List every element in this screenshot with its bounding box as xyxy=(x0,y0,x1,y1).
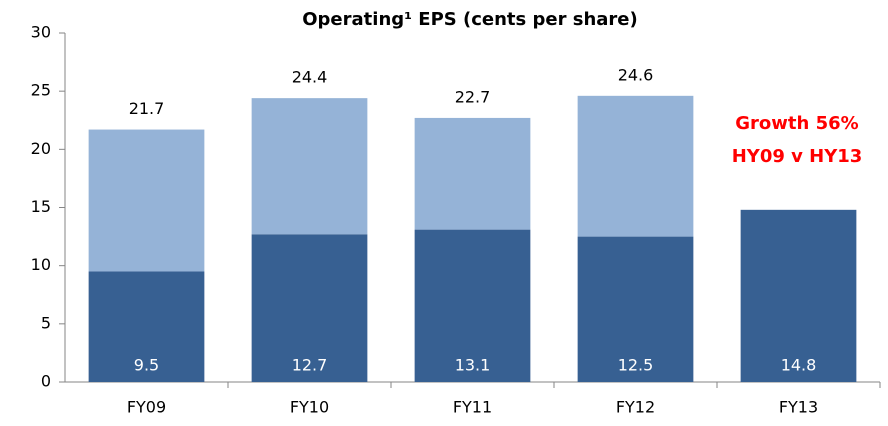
x-tick-label: FY12 xyxy=(616,398,655,417)
bar-segment xyxy=(577,236,694,382)
y-tick-label: 20 xyxy=(31,139,51,158)
bar-segment xyxy=(251,234,368,382)
bar-segment xyxy=(577,95,694,237)
y-tick-label: 30 xyxy=(31,23,51,42)
value-label: 14.8 xyxy=(781,356,817,375)
chart-title: Operating¹ EPS (cents per share) xyxy=(302,9,638,30)
annotation: Growth 56% xyxy=(735,113,858,134)
y-tick-label: 25 xyxy=(31,81,51,100)
x-tick-label: FY11 xyxy=(453,398,492,417)
total-label: 21.7 xyxy=(129,99,165,118)
total-label: 24.6 xyxy=(618,65,654,84)
value-label: 9.5 xyxy=(134,356,159,375)
value-label: 13.1 xyxy=(455,356,491,375)
y-tick-label: 0 xyxy=(41,372,51,391)
x-tick-label: FY09 xyxy=(127,398,166,417)
bar-segment xyxy=(740,209,857,382)
total-label: 22.7 xyxy=(455,87,491,106)
x-tick-label: FY13 xyxy=(779,398,818,417)
total-label: 24.4 xyxy=(292,68,328,87)
bar-segment xyxy=(414,117,531,230)
y-tick-label: 5 xyxy=(41,313,51,332)
annotation: HY09 v HY13 xyxy=(732,146,863,167)
bar-segment xyxy=(88,271,205,382)
bar-segment xyxy=(88,129,205,272)
y-tick-label: 15 xyxy=(31,197,51,216)
bar-segment xyxy=(251,98,368,235)
y-tick-label: 10 xyxy=(31,255,51,274)
value-label: 12.7 xyxy=(292,356,328,375)
x-tick-label: FY10 xyxy=(290,398,329,417)
value-label: 12.5 xyxy=(618,356,654,375)
bar-segment xyxy=(414,229,531,382)
